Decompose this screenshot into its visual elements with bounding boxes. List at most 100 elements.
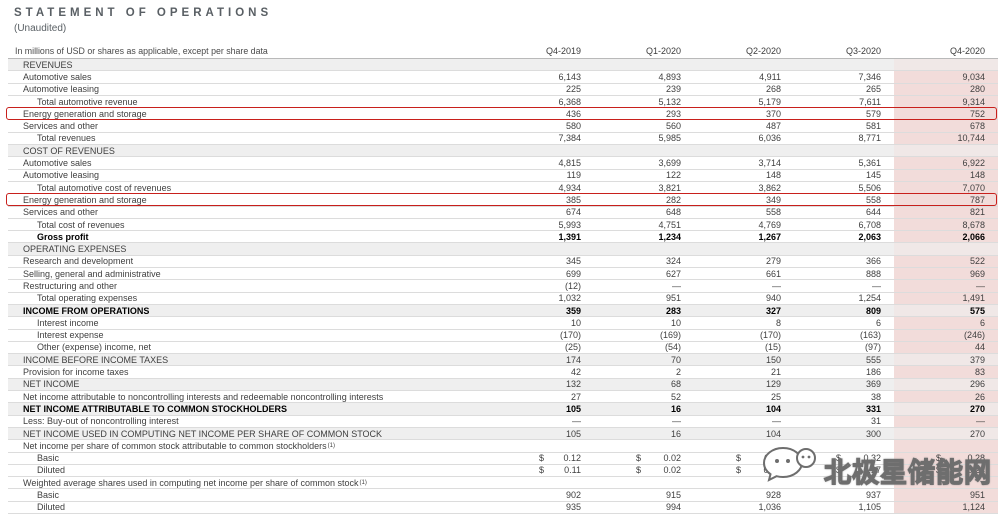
cell-q4-2019: 42 xyxy=(570,367,581,378)
row-label: Total automotive cost of revenues xyxy=(37,182,172,193)
cell-q2-2020: 327 xyxy=(765,305,781,316)
cell-q1-2020: 4,893 xyxy=(658,71,681,82)
cell-q3-2020: 331 xyxy=(865,403,881,414)
cell-q2-2020: 1,036 xyxy=(758,502,781,513)
cell-q4-2019: 902 xyxy=(565,490,581,501)
table-row: NET INCOME 132 68 129 369 296 xyxy=(8,378,998,392)
table-row: NET INCOME USED IN COMPUTING NET INCOME … xyxy=(8,427,998,441)
cell-q4-2020: 7,070 xyxy=(894,181,998,194)
cell-q4-2020 xyxy=(894,59,998,71)
cell-value: 0.11 xyxy=(564,465,581,476)
cell-q3-2020: $0.32 xyxy=(794,453,894,464)
cell-q4-2020: 296 xyxy=(894,378,998,391)
cell-q4-2019: 105 xyxy=(565,403,581,414)
cell-q3-2020: 5,506 xyxy=(858,182,881,193)
table-row: Total revenues 7,384 5,985 6,036 8,771 10,744 xyxy=(8,132,998,146)
table-row: Diluted 935 994 1,036 1,105 1,124 xyxy=(8,501,998,514)
table-body: REVENUES Automotive sales 6,143 4,893 4,911 7… xyxy=(6,59,998,514)
cell-q4-2019: 132 xyxy=(565,379,581,390)
cell-q4-2019: 436 xyxy=(565,108,581,119)
cell-q1-2020: 52 xyxy=(670,391,681,402)
cell-q4-2020: (246) xyxy=(894,329,998,341)
cell-q2-2020: 940 xyxy=(765,293,781,304)
table-row: Automotive sales 4,815 3,699 3,714 5,361 6,92… xyxy=(8,157,998,170)
dollar-sign: $ xyxy=(539,453,545,464)
cell-q1-2020: 16 xyxy=(670,403,681,414)
table-row: Research and development 345 324 279 366 522 xyxy=(8,255,998,269)
row-label: Less: Buy-out of noncontrolling interest xyxy=(23,416,179,427)
row-label: Total operating expenses xyxy=(37,293,138,304)
row-label: INCOME BEFORE INCOME TAXES xyxy=(23,354,169,365)
cell-q1-2020: (54) xyxy=(664,342,681,353)
cell-q3-2020: $0.27 xyxy=(794,465,894,476)
cell-q4-2019: 674 xyxy=(565,207,581,218)
table-row: Less: Buy-out of noncontrolling interest… xyxy=(8,415,998,428)
row-label: Diluted xyxy=(37,502,66,513)
cell-q3-2020: 6,708 xyxy=(858,219,881,230)
cell-q4-2019: 4,934 xyxy=(558,182,581,193)
cell-q1-2020: 68 xyxy=(670,379,681,390)
cell-q4-2019: 10 xyxy=(570,317,581,328)
row-label: Net income attributable to noncontrollin… xyxy=(23,391,384,402)
row-label: Total revenues xyxy=(37,133,96,144)
cell-q2-2020: — xyxy=(772,416,781,427)
cell-q2-2020: 21 xyxy=(770,367,781,378)
cell-q4-2019 xyxy=(497,145,594,156)
cell-q1-2020: $0.02 xyxy=(594,453,694,464)
table-row: Automotive sales 6,143 4,893 4,911 7,346 9,03… xyxy=(8,71,998,84)
table-row: Net income attributable to noncontrollin… xyxy=(8,391,998,404)
cell-q3-2020: 8,771 xyxy=(858,133,881,144)
cell-q3-2020: 369 xyxy=(865,379,881,390)
page-title: STATEMENT OF OPERATIONS xyxy=(14,7,273,19)
cell-q1-2020 xyxy=(594,243,694,254)
cell-q2-2020: 5,179 xyxy=(758,96,781,107)
cell-q2-2020: 349 xyxy=(765,194,781,205)
cell-q1-2020: 239 xyxy=(665,84,681,95)
cell-q1-2020: 293 xyxy=(665,108,681,119)
cell-q4-2019: 7,384 xyxy=(558,133,581,144)
cell-q4-2020: 678 xyxy=(894,120,998,132)
table-row-highlighted: Energy generation and storage 385 282 349 55… xyxy=(6,192,998,207)
cell-q2-2020 xyxy=(694,243,794,254)
page-subtitle: (Unaudited) xyxy=(14,23,67,34)
cell-q2-2020: 8 xyxy=(775,317,781,328)
cell-q4-2019: 1,391 xyxy=(558,231,581,242)
cell-q4-2019 xyxy=(497,477,594,488)
cell-q1-2020: — xyxy=(672,416,681,427)
cell-q3-2020: 6 xyxy=(875,317,881,328)
column-header-q4-2019: Q4-2019 xyxy=(545,46,581,56)
cell-q4-2020: 821 xyxy=(894,206,998,218)
cell-q2-2020: 148 xyxy=(765,170,781,181)
cell-q3-2020: — xyxy=(872,280,881,291)
column-header-q1-2020: Q1-2020 xyxy=(645,46,681,56)
statement-table: In millions of USD or shares as applicab… xyxy=(6,45,998,514)
cell-q3-2020: 2,063 xyxy=(858,231,881,242)
cell-q4-2019: (170) xyxy=(559,330,581,341)
cell-q4-2019: 6,368 xyxy=(558,96,581,107)
row-label: COST OF REVENUES xyxy=(23,145,115,156)
cell-q4-2019: 6,143 xyxy=(558,71,581,82)
cell-q4-2020: 148 xyxy=(894,169,998,181)
cell-value: 0.24 xyxy=(967,465,985,476)
row-label: Automotive leasing xyxy=(23,84,100,95)
cell-q4-2020: 2,066 xyxy=(894,231,998,243)
cell-q3-2020: 579 xyxy=(865,108,881,119)
cell-q4-2020: 44 xyxy=(894,341,998,354)
cell-value: 0.11 xyxy=(764,453,781,464)
cell-q3-2020: 186 xyxy=(865,367,881,378)
cell-q2-2020: 3,862 xyxy=(758,182,781,193)
cell-q4-2020: 1,491 xyxy=(894,292,998,304)
cell-q1-2020: 3,821 xyxy=(658,182,681,193)
cell-q3-2020 xyxy=(794,440,894,451)
cell-q2-2020: 1,267 xyxy=(758,231,781,242)
cell-q1-2020: 16 xyxy=(670,428,681,439)
cell-q4-2020: 270 xyxy=(894,403,998,415)
cell-q4-2020 xyxy=(894,243,998,255)
cell-q4-2020: — xyxy=(894,415,998,427)
cell-q2-2020: 129 xyxy=(765,379,781,390)
cell-q2-2020: 558 xyxy=(765,207,781,218)
cell-q2-2020: 370 xyxy=(765,108,781,119)
cell-q1-2020: (169) xyxy=(659,330,681,341)
table-row: INCOME FROM OPERATIONS 359 283 327 809 575 xyxy=(8,304,998,318)
cell-q4-2019: 580 xyxy=(565,121,581,132)
